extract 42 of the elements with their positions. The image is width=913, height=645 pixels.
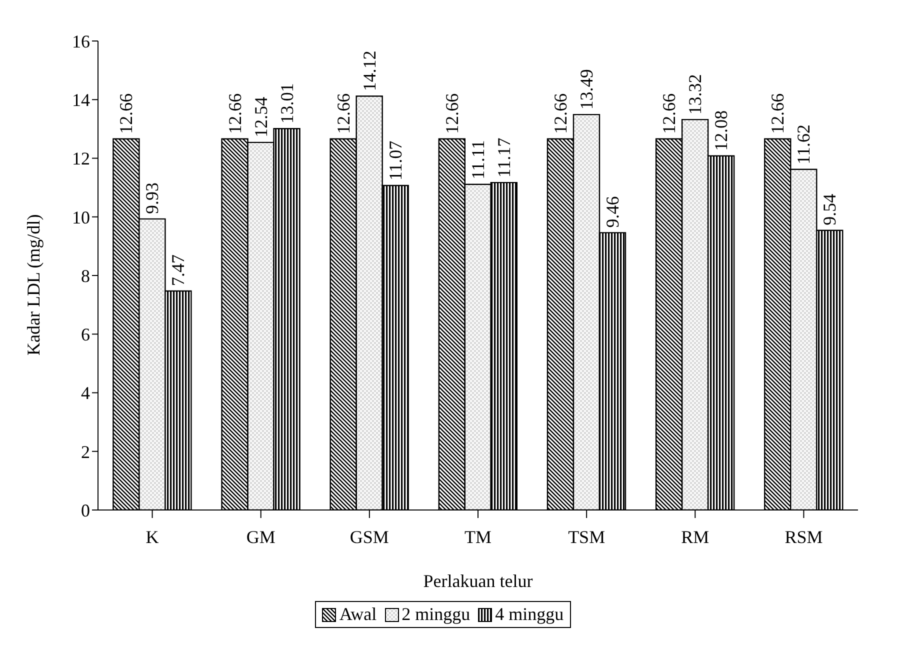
legend-label: 2 minggu	[402, 604, 470, 625]
y-tick-label: 8	[81, 266, 90, 286]
data-label: 12.66	[116, 93, 136, 134]
legend-label: 4 minggu	[495, 604, 564, 625]
x-axis-title: Perlakuan telur	[423, 571, 533, 591]
data-label: 9.54	[820, 194, 840, 226]
x-tick-label: RSM	[784, 526, 823, 547]
data-label: 12.66	[224, 93, 245, 134]
y-tick-label: 6	[81, 324, 90, 345]
data-label: 14.12	[359, 50, 380, 92]
y-tick-label: 12	[72, 148, 90, 169]
data-label: 13.01	[276, 83, 297, 124]
y-tick-label: 4	[81, 383, 90, 404]
data-label: 12.66	[659, 93, 680, 134]
y-tick-label: 2	[81, 442, 90, 462]
data-label: 11.62	[794, 124, 814, 164]
data-label: 13.49	[576, 69, 596, 110]
y-tick-label: 14	[72, 90, 90, 110]
data-label: 12.66	[333, 93, 354, 134]
data-label: 12.54	[250, 96, 271, 138]
y-tick-label: 10	[72, 207, 90, 228]
x-tick-label: K	[146, 526, 159, 547]
data-label: 11.17	[494, 138, 514, 178]
data-label: 11.07	[385, 140, 406, 181]
data-label: 9.46	[602, 196, 622, 228]
data-label: 12.66	[768, 93, 788, 134]
x-tick-label: GSM	[350, 526, 389, 547]
y-axis-title: Kadar LDL (mg/dl)	[23, 214, 44, 356]
x-tick-label: RM	[681, 526, 710, 547]
legend-label: Awal	[339, 604, 377, 625]
y-tick-label: 0	[81, 500, 90, 520]
x-tick-label: TSM	[568, 526, 606, 547]
x-tick-label: GM	[246, 526, 276, 547]
data-label: 12.66	[550, 93, 570, 134]
data-label: 12.08	[711, 110, 732, 151]
data-label: 7.47	[168, 254, 188, 286]
data-label: 9.93	[142, 182, 162, 214]
x-tick-label: TM	[464, 526, 492, 547]
data-label: 12.66	[442, 93, 462, 134]
data-label: 11.11	[468, 140, 488, 180]
data-label: 13.32	[685, 74, 706, 115]
y-tick-label: 16	[72, 31, 90, 52]
